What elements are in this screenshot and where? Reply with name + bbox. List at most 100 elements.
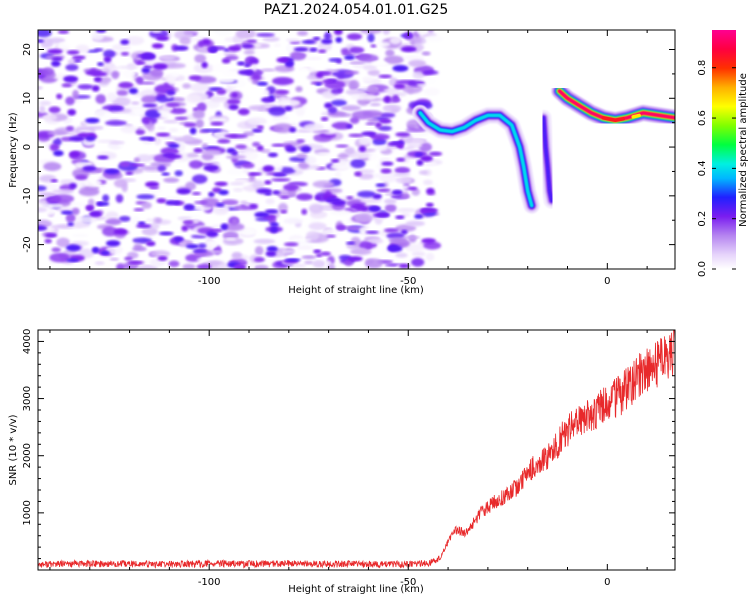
noise-peak xyxy=(176,188,191,195)
noise-blob xyxy=(251,63,258,72)
noise-blob xyxy=(326,69,339,73)
noise-blob xyxy=(402,55,425,60)
noise-blob xyxy=(349,46,365,54)
noise-blob xyxy=(48,37,66,44)
noise-blob xyxy=(330,99,347,107)
noise-peak xyxy=(256,81,269,86)
noise-blob xyxy=(312,260,326,268)
noise-peak xyxy=(38,39,44,43)
noise-blob xyxy=(210,117,228,122)
noise-peak xyxy=(252,73,261,80)
noise-blob xyxy=(358,54,379,63)
noise-blob xyxy=(350,158,366,169)
noise-blob xyxy=(349,151,369,159)
noise-blob xyxy=(416,83,428,87)
noise-peak xyxy=(149,186,160,190)
noise-blob xyxy=(165,62,186,69)
noise-peak xyxy=(167,143,180,149)
noise-peak xyxy=(217,138,231,144)
noise-peak xyxy=(325,197,341,204)
noise-blob xyxy=(360,30,382,35)
noise-blob xyxy=(405,128,426,133)
noise-blob xyxy=(48,203,63,209)
noise-blob xyxy=(283,218,303,224)
noise-blob xyxy=(168,260,180,268)
noise-blob xyxy=(159,56,176,60)
noise-peak xyxy=(66,258,80,262)
noise-blob xyxy=(136,194,155,200)
noise-blob xyxy=(93,48,104,52)
noise-blob xyxy=(42,114,58,121)
noise-peak xyxy=(85,70,102,76)
noise-blob xyxy=(182,83,192,89)
noise-blob xyxy=(395,252,408,258)
noise-blob xyxy=(174,170,183,177)
noise-blob xyxy=(120,125,139,134)
noise-peak xyxy=(289,127,297,133)
noise-blob xyxy=(39,105,46,114)
noise-blob xyxy=(124,36,145,46)
noise-blob xyxy=(189,83,210,92)
noise-blob xyxy=(358,136,372,145)
noise-blob xyxy=(192,249,207,253)
noise-blob xyxy=(395,224,417,232)
noise-peak xyxy=(56,93,63,100)
noise-blob xyxy=(210,250,223,254)
noise-blob xyxy=(77,84,94,90)
noise-blob xyxy=(308,203,324,214)
noise-peak xyxy=(221,58,231,64)
noise-peak xyxy=(280,210,288,214)
noise-peak xyxy=(208,191,215,198)
noise-peak xyxy=(89,210,102,217)
noise-blob xyxy=(167,75,177,86)
noise-blob xyxy=(210,240,219,248)
noise-blob xyxy=(72,207,80,216)
noise-blob xyxy=(183,30,199,34)
noise-blob xyxy=(412,71,424,79)
noise-blob xyxy=(286,44,293,52)
noise-peak xyxy=(63,75,79,83)
noise-peak xyxy=(317,49,327,54)
noise-blob xyxy=(116,263,125,269)
noise-peak xyxy=(44,233,58,238)
noise-blob xyxy=(291,238,312,242)
noise-peak xyxy=(401,46,417,53)
noise-blob xyxy=(201,149,222,156)
noise-peak xyxy=(44,238,52,244)
noise-blob xyxy=(213,30,232,37)
noise-peak xyxy=(48,106,61,114)
noise-peak xyxy=(67,222,74,227)
noise-blob xyxy=(308,222,327,231)
noise-blob xyxy=(75,44,90,53)
noise-peak xyxy=(108,106,124,111)
noise-blob xyxy=(312,180,335,188)
noise-blob xyxy=(405,243,425,253)
noise-peak xyxy=(324,102,333,109)
noise-peak xyxy=(309,47,318,52)
y-tick-label: -20 xyxy=(22,236,33,252)
noise-blob xyxy=(335,58,343,64)
noise-peak xyxy=(237,108,250,116)
noise-peak xyxy=(93,76,102,83)
noise-blob xyxy=(317,152,331,156)
noise-peak xyxy=(312,36,321,41)
noise-peak xyxy=(136,61,146,65)
noise-peak xyxy=(142,103,158,108)
noise-blob xyxy=(213,207,228,215)
noise-peak xyxy=(283,242,299,247)
noise-blob xyxy=(157,126,167,130)
noise-blob xyxy=(195,119,204,129)
noise-peak xyxy=(322,79,335,84)
noise-blob xyxy=(65,64,79,71)
noise-peak xyxy=(256,145,264,151)
noise-blob xyxy=(235,144,247,149)
noise-peak xyxy=(203,164,219,172)
noise-peak xyxy=(61,83,72,88)
noise-peak xyxy=(249,204,258,209)
noise-blob xyxy=(358,173,374,180)
noise-peak xyxy=(161,172,170,176)
noise-peak xyxy=(347,256,363,262)
noise-peak xyxy=(96,155,109,160)
noise-peak xyxy=(265,250,277,257)
noise-peak xyxy=(421,238,436,244)
